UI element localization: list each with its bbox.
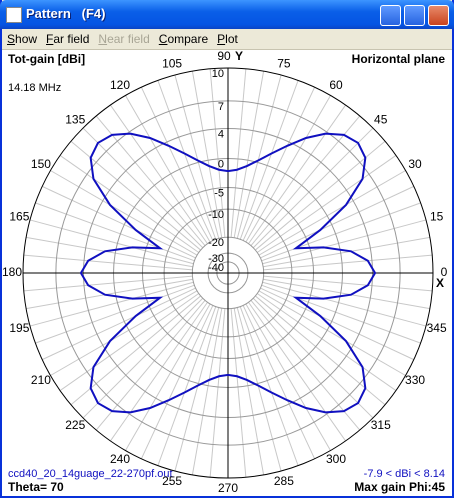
angle-tick-label: 315	[371, 418, 391, 432]
spoke	[157, 306, 217, 466]
angle-tick-label: 240	[110, 452, 130, 466]
spoke	[252, 297, 374, 419]
menu-item: Near field	[98, 32, 150, 46]
spoke	[239, 306, 299, 466]
spoke	[174, 307, 220, 472]
spoke	[262, 219, 427, 265]
pattern-line	[79, 132, 377, 414]
spoke	[261, 284, 421, 344]
title-bar: Pattern (F4)	[0, 0, 454, 29]
angle-tick-label: 300	[326, 452, 346, 466]
close-button[interactable]	[428, 5, 449, 26]
spoke	[245, 303, 331, 451]
y-axis-label: Y	[235, 50, 243, 63]
angle-tick-label: 285	[274, 474, 294, 488]
max-gain-label: Max gain Phi:45	[354, 480, 445, 494]
angle-tick-label: 60	[329, 78, 343, 92]
angle-tick-label: 90	[217, 50, 231, 63]
r-tick-label: 7	[218, 101, 224, 113]
spoke	[258, 290, 406, 376]
r-tick-label: 10	[212, 68, 224, 80]
range-label: -7.9 < dBi < 8.14	[364, 468, 445, 480]
angle-tick-label: 345	[427, 321, 447, 335]
r-tick-label: -10	[208, 209, 224, 221]
minimize-button[interactable]	[380, 5, 401, 26]
spoke	[35, 284, 195, 344]
spoke	[157, 80, 217, 240]
angle-tick-label: 120	[110, 78, 130, 92]
menu-item[interactable]: Show	[7, 32, 38, 46]
spoke	[236, 74, 282, 239]
angle-tick-label: 330	[405, 373, 425, 387]
theta-label: Theta= 70	[8, 480, 64, 494]
plane-label: Horizontal plane	[352, 52, 446, 66]
angle-tick-label: 135	[65, 112, 85, 126]
angle-tick-label: 150	[31, 157, 51, 171]
angle-tick-label: 30	[408, 157, 422, 171]
plot-area: Tot-gain [dBi] 14.18 MHz Horizontal plan…	[2, 50, 452, 496]
r-tick-label: 0	[218, 158, 224, 170]
angle-tick-label: 0	[441, 265, 448, 279]
window-title: Pattern (F4)	[26, 6, 106, 21]
frequency-label: 14.18 MHz	[8, 82, 61, 94]
maximize-button[interactable]	[404, 5, 425, 26]
spoke	[236, 307, 282, 472]
gain-label: Tot-gain [dBi]	[8, 52, 85, 66]
angle-tick-label: 165	[9, 209, 29, 223]
spoke	[82, 127, 204, 249]
spoke	[125, 95, 211, 243]
spoke	[239, 80, 299, 240]
angle-tick-label: 195	[9, 321, 29, 335]
r-tick-label: -30	[208, 253, 224, 265]
angle-tick-label: 45	[374, 112, 388, 126]
spoke	[262, 281, 427, 327]
spoke	[50, 170, 198, 256]
angle-tick-label: 270	[218, 481, 238, 495]
menu-item[interactable]: Plot	[217, 32, 238, 46]
angle-tick-label: 180	[2, 265, 22, 279]
spoke	[261, 202, 421, 262]
spoke	[35, 202, 195, 262]
spoke	[245, 95, 331, 243]
spoke	[50, 290, 198, 376]
menu-bar: Show Far field Near field Compare Plot	[2, 29, 452, 50]
spoke	[258, 170, 406, 256]
r-tick-label: -20	[208, 237, 224, 249]
angle-tick-label: 225	[65, 418, 85, 432]
spoke	[29, 219, 194, 265]
menu-item[interactable]: Compare	[158, 32, 209, 46]
angle-tick-label: 15	[430, 209, 444, 223]
file-label: ccd40_20_14guage_22-270pf.out	[8, 468, 173, 480]
angle-tick-label: 75	[277, 57, 291, 71]
r-tick-label: 4	[218, 128, 224, 140]
menu-item[interactable]: Far field	[46, 32, 90, 46]
spoke	[125, 303, 211, 451]
angle-tick-label: 255	[162, 474, 182, 488]
spoke	[29, 281, 194, 327]
spoke	[82, 297, 204, 419]
spoke	[252, 127, 374, 249]
x-axis-label: X	[436, 276, 444, 290]
r-tick-label: -5	[214, 187, 224, 199]
angle-tick-label: 210	[31, 373, 51, 387]
angle-tick-label: 105	[162, 57, 182, 71]
r-tick-label: -40	[208, 262, 224, 274]
app-icon	[6, 7, 22, 23]
